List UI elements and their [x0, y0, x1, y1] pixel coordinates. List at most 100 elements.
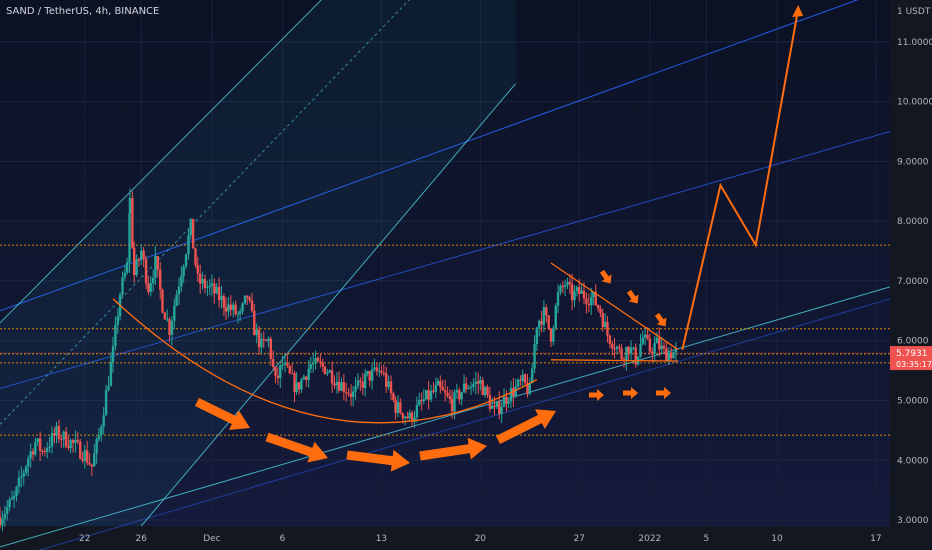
candle-body — [453, 392, 456, 412]
candle-body — [267, 338, 270, 341]
candle-body — [354, 386, 357, 392]
candle-body — [349, 393, 353, 397]
candle-body — [385, 373, 388, 387]
candle-body — [552, 327, 555, 342]
price-axis-panel — [890, 0, 932, 550]
x-tick-label: 5 — [703, 534, 709, 544]
candle-body — [76, 439, 80, 442]
candle-body — [674, 348, 678, 353]
candle-body — [83, 450, 86, 461]
candle-body — [62, 431, 65, 440]
candle-body — [189, 218, 192, 236]
y-tick-label: 11.0000 — [897, 38, 932, 48]
candle-body — [184, 254, 188, 267]
candle-body — [500, 407, 503, 415]
candle-body — [641, 337, 644, 345]
horizontal-levels — [0, 244, 890, 436]
candle-body — [156, 256, 159, 270]
candle-body — [491, 405, 494, 409]
candle-body — [79, 441, 82, 459]
candle-body — [114, 324, 117, 347]
candle-body — [297, 382, 301, 390]
chart-background — [0, 0, 890, 526]
candle-body — [632, 347, 635, 349]
candle-body — [422, 399, 426, 402]
candle-body — [507, 401, 510, 404]
candle-body — [168, 319, 171, 335]
candle-body — [608, 335, 612, 344]
candle-body — [206, 287, 209, 289]
candle-body — [90, 464, 94, 467]
candle-body — [144, 258, 148, 284]
candle-body — [154, 256, 157, 278]
candle-body — [415, 405, 419, 418]
candle-body — [328, 370, 331, 373]
candle-body — [521, 374, 524, 382]
candle-body — [479, 380, 482, 384]
candle-body — [425, 390, 428, 400]
candle-body — [643, 334, 647, 338]
candle-body — [580, 290, 583, 294]
candle-body — [0, 517, 2, 526]
candle-body — [356, 380, 360, 387]
candle-body — [173, 305, 176, 321]
candle-body — [177, 286, 181, 295]
candle-body — [264, 340, 268, 342]
candle-body — [128, 198, 132, 214]
candle-body — [604, 322, 607, 328]
small-arrow — [654, 312, 667, 327]
candle-body — [131, 198, 134, 248]
candle-body — [316, 357, 320, 362]
candle-body — [455, 390, 459, 393]
candle-body — [549, 328, 553, 342]
candle-body — [380, 370, 383, 373]
candle-body — [272, 359, 275, 367]
cup-arc — [112, 298, 538, 424]
candle-body — [321, 362, 325, 367]
candle-body — [151, 277, 155, 284]
candle-body — [662, 345, 666, 349]
candle-body — [432, 390, 435, 392]
candle-body — [472, 383, 475, 387]
candle-body — [81, 458, 84, 461]
candle-body — [255, 329, 258, 336]
candle-body — [399, 402, 402, 414]
candle-body — [613, 348, 616, 350]
channel-line — [0, 286, 891, 548]
candle-body — [290, 373, 294, 375]
candle-body — [137, 259, 141, 261]
candle-body — [314, 357, 317, 364]
candle-body — [337, 381, 341, 391]
candle-body — [634, 347, 637, 365]
candle-body — [311, 363, 315, 365]
candle-body — [345, 392, 348, 394]
channel-line — [0, 131, 891, 390]
small-arrow — [599, 269, 612, 284]
candle-body — [460, 392, 463, 400]
candle-body — [22, 472, 25, 477]
candle-body — [69, 440, 72, 449]
candle-body — [262, 339, 265, 341]
candle-body — [566, 282, 569, 286]
candle-body — [142, 250, 145, 259]
candle-body — [232, 304, 235, 310]
candle-body — [570, 284, 574, 301]
small-arrow-shape — [589, 389, 604, 401]
candle-body — [434, 385, 438, 392]
candle-body — [387, 381, 390, 387]
time-axis-panel — [0, 526, 890, 550]
candle-body — [568, 282, 572, 285]
candle-body — [196, 265, 199, 274]
candle-body — [307, 368, 310, 380]
y-tick-label: 5.0000 — [897, 396, 929, 406]
candle-body — [64, 431, 68, 447]
candle-body — [540, 320, 543, 325]
candle-body — [149, 283, 152, 292]
candle-body — [241, 303, 244, 312]
candle-body — [302, 376, 306, 380]
candle-body — [253, 310, 256, 336]
x-tick-label: 22 — [79, 534, 90, 544]
candle-body — [208, 285, 211, 288]
candle-body — [622, 358, 626, 361]
candle-body — [611, 343, 614, 349]
